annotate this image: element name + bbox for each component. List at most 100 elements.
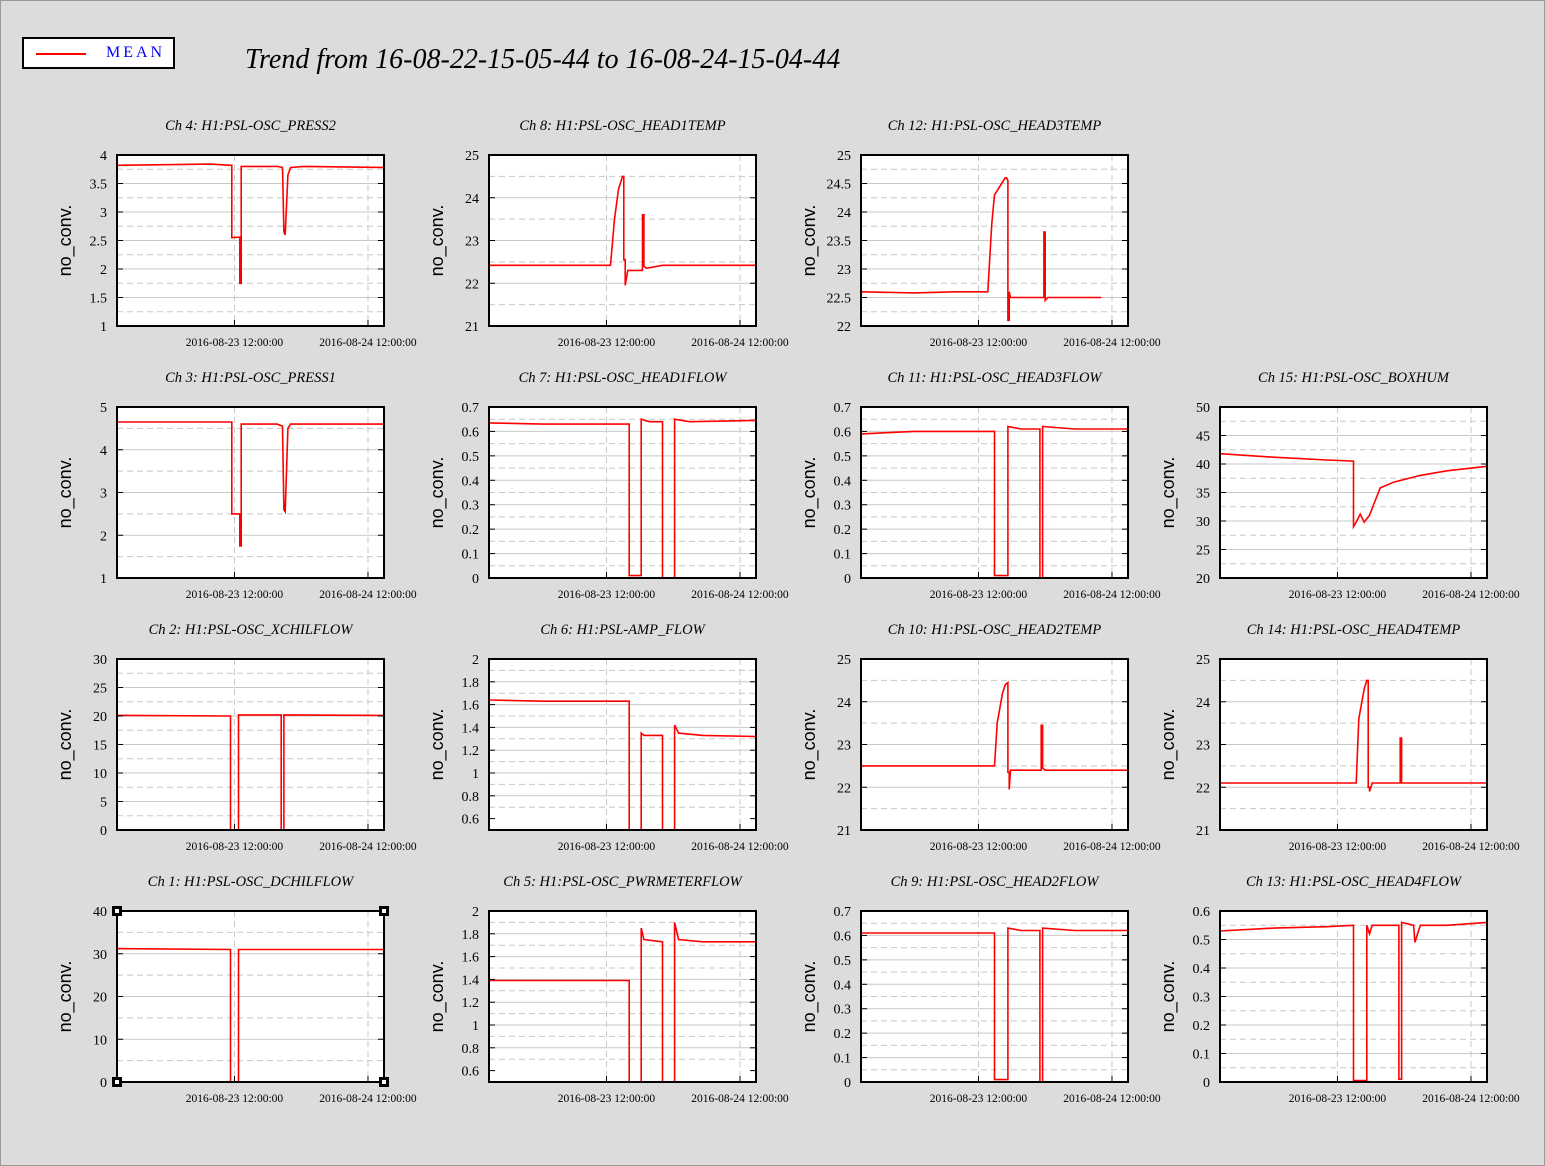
y-tick-label: 2.5 xyxy=(90,235,108,250)
series-line xyxy=(861,927,1128,1083)
x-tick-label: 2016-08-23 12:00:00 xyxy=(558,841,656,853)
plot-area xyxy=(489,911,756,1082)
y-tick-label: 0.2 xyxy=(834,1027,852,1042)
y-axis-label: no_conv. xyxy=(799,205,820,277)
legend-label: MEAN xyxy=(106,44,166,61)
chart-title: Ch 10: H1:PSL-OSC_HEAD2TEMP xyxy=(888,622,1102,638)
y-tick-label: 0.1 xyxy=(834,1052,852,1067)
plot-frame xyxy=(488,910,757,1083)
chart-panel: 0 0.1 0.2 0.3 0.4 0.5 0.6 0.7 2016-08-23 12:00:0… xyxy=(427,370,789,601)
chart-panel: 0 5 10 15 20 25 30 2016-08-23 12:00:00 2016-08-2… xyxy=(55,622,417,853)
y-tick-label: 1.6 xyxy=(462,951,480,966)
y-tick-label: 0.6 xyxy=(1193,905,1211,920)
y-axis-label: no_conv. xyxy=(55,457,76,529)
y-tick-label: 0.3 xyxy=(1193,991,1211,1006)
selection-handle-inner xyxy=(115,1080,119,1084)
y-tick-label: 35 xyxy=(1196,487,1210,502)
y-tick-label: 1 xyxy=(100,572,107,587)
x-tick-label: 2016-08-23 12:00:00 xyxy=(186,841,284,853)
y-tick-label: 2 xyxy=(472,905,479,920)
y-tick-label: 22 xyxy=(465,277,479,292)
y-tick-label: 2 xyxy=(100,529,107,544)
y-tick-label: 0.2 xyxy=(834,523,852,538)
y-tick-label: 22.5 xyxy=(827,292,852,307)
y-tick-label: 10 xyxy=(93,1033,107,1048)
chart-panel: 0 0.1 0.2 0.3 0.4 0.5 0.6 0.7 2016-08-23 12:00:0… xyxy=(799,370,1161,601)
x-tick-label: 2016-08-24 12:00:00 xyxy=(1422,589,1520,601)
y-tick-label: 5 xyxy=(100,401,107,416)
chart-panel: 0 10 20 30 40 2016-08-23 12:00:00 2016-08-24 1… xyxy=(55,874,417,1105)
y-tick-label: 20 xyxy=(93,710,107,725)
plot-frame xyxy=(488,658,757,831)
x-tick-label: 2016-08-24 12:00:00 xyxy=(319,1093,417,1105)
x-tick-label: 2016-08-23 12:00:00 xyxy=(186,337,284,349)
y-tick-label: 22 xyxy=(837,320,851,335)
chart-panel: 0 0.1 0.2 0.3 0.4 0.5 0.6 2016-08-23 12:00:00 20… xyxy=(1158,874,1520,1105)
y-tick-label: 50 xyxy=(1196,401,1210,416)
y-tick-label: 1 xyxy=(100,320,107,335)
y-tick-label: 0.1 xyxy=(462,548,480,563)
y-axis-label: no_conv. xyxy=(427,457,448,529)
selection-handle-inner xyxy=(115,909,119,913)
y-tick-label: 23 xyxy=(1196,739,1210,754)
y-tick-label: 20 xyxy=(93,991,107,1006)
y-tick-label: 0.3 xyxy=(834,1003,852,1018)
chart-panel: 0 0.1 0.2 0.3 0.4 0.5 0.6 0.7 2016-08-23 12:00:0… xyxy=(799,874,1161,1105)
x-tick-label: 2016-08-24 12:00:00 xyxy=(691,841,789,853)
series-line xyxy=(860,177,1102,322)
y-tick-label: 0 xyxy=(844,1076,851,1091)
y-tick-label: 22 xyxy=(1196,781,1210,796)
y-tick-label: 25 xyxy=(1196,653,1210,668)
selection-handle-inner xyxy=(382,909,386,913)
y-tick-label: 0.4 xyxy=(834,474,852,489)
y-tick-label: 3 xyxy=(100,487,107,502)
series-line xyxy=(1220,679,1487,792)
y-tick-label: 0.3 xyxy=(834,499,852,514)
x-tick-label: 2016-08-23 12:00:00 xyxy=(930,589,1028,601)
legend: MEAN xyxy=(22,37,175,69)
series-line xyxy=(117,421,384,547)
y-axis-label: no_conv. xyxy=(55,709,76,781)
y-tick-label: 1.6 xyxy=(462,699,480,714)
chart-title: Ch 5: H1:PSL-OSC_PWRMETERFLOW xyxy=(503,874,743,890)
x-tick-label: 2016-08-23 12:00:00 xyxy=(558,589,656,601)
x-tick-label: 2016-08-24 12:00:00 xyxy=(1422,1093,1520,1105)
chart-panel: 21 22 23 24 25 2016-08-23 12:00:00 2016-08-24 … xyxy=(799,622,1161,853)
y-tick-label: 15 xyxy=(93,739,107,754)
plot-frame xyxy=(488,406,757,579)
x-tick-label: 2016-08-24 12:00:00 xyxy=(1422,841,1520,853)
y-axis-label: no_conv. xyxy=(799,961,820,1033)
y-tick-label: 25 xyxy=(837,149,851,164)
y-tick-label: 1.2 xyxy=(462,996,480,1011)
chart-title: Ch 9: H1:PSL-OSC_HEAD2FLOW xyxy=(891,874,1101,890)
y-tick-label: 0 xyxy=(1203,1076,1210,1091)
series-line xyxy=(860,425,1128,579)
y-tick-label: 0 xyxy=(472,572,479,587)
y-tick-label: 4 xyxy=(100,149,107,164)
chart-title: Ch 6: H1:PSL-AMP_FLOW xyxy=(540,622,706,638)
x-tick-label: 2016-08-23 12:00:00 xyxy=(1289,589,1387,601)
x-tick-label: 2016-08-23 12:00:00 xyxy=(558,1093,656,1105)
chart-title: Ch 15: H1:PSL-OSC_BOXHUM xyxy=(1258,370,1450,386)
y-tick-label: 0 xyxy=(844,572,851,587)
y-tick-label: 0.6 xyxy=(462,1065,480,1080)
y-tick-label: 23 xyxy=(837,739,851,754)
y-tick-label: 22 xyxy=(837,781,851,796)
series-line xyxy=(488,418,757,579)
y-tick-label: 25 xyxy=(465,149,479,164)
y-axis-label: no_conv. xyxy=(799,709,820,781)
y-tick-label: 45 xyxy=(1196,430,1210,445)
y-tick-label: 24 xyxy=(837,206,851,221)
x-tick-label: 2016-08-24 12:00:00 xyxy=(319,841,417,853)
y-axis-label: no_conv. xyxy=(1158,457,1179,529)
y-axis-label: no_conv. xyxy=(799,457,820,529)
y-tick-label: 0.5 xyxy=(462,450,480,465)
y-tick-label: 0 xyxy=(100,1076,107,1091)
y-tick-label: 21 xyxy=(465,320,479,335)
series-line xyxy=(1219,921,1488,1082)
x-tick-label: 2016-08-23 12:00:00 xyxy=(930,337,1028,349)
x-tick-label: 2016-08-23 12:00:00 xyxy=(930,1093,1028,1105)
chart-title: Ch 12: H1:PSL-OSC_HEAD3TEMP xyxy=(888,118,1102,134)
y-tick-label: 24 xyxy=(837,696,851,711)
y-tick-label: 23.5 xyxy=(827,235,852,250)
